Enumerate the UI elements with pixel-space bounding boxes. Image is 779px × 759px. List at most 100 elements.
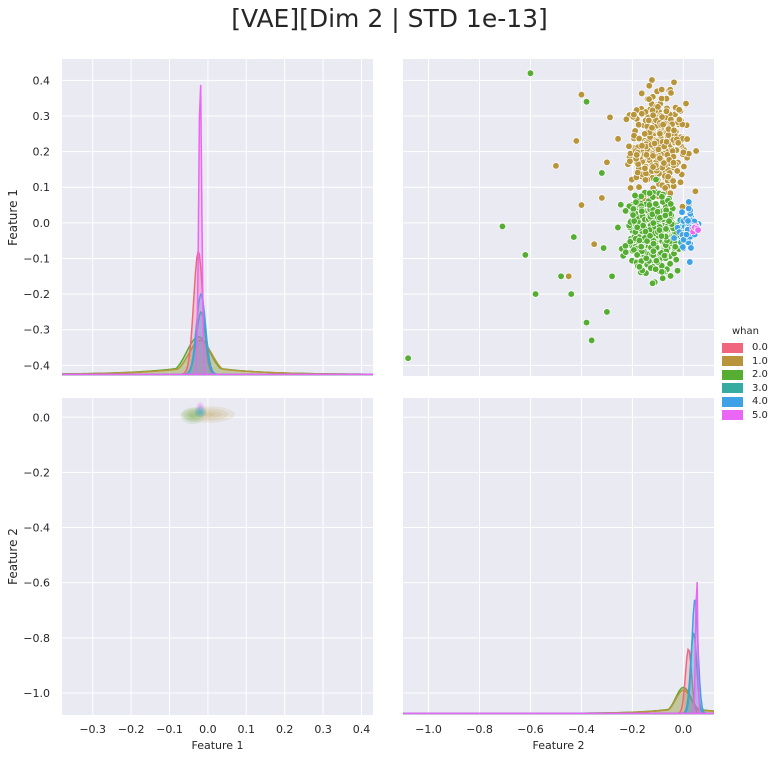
scatter-point — [626, 237, 634, 246]
legend-swatch — [722, 369, 743, 380]
kde-contour-2.0 — [186, 411, 199, 421]
scatter-point — [637, 192, 645, 200]
scatter-point — [590, 240, 598, 248]
scatter-point — [682, 99, 690, 108]
scatter-point — [645, 116, 653, 125]
scatter-point — [626, 184, 635, 192]
scatter-point — [651, 265, 660, 273]
legend-swatch — [722, 342, 743, 353]
x-tick-label: 0.0 — [675, 723, 693, 736]
scatter-point — [582, 318, 591, 327]
scatter-point — [658, 268, 666, 276]
scatter-point — [526, 69, 535, 77]
panel-background — [62, 398, 373, 715]
scatter-point — [692, 147, 700, 155]
legend-title: whan — [732, 326, 759, 337]
scatter-point — [632, 198, 640, 206]
scatter-point — [674, 139, 682, 147]
panel-3 — [62, 398, 373, 715]
y-tick-label: −0.4 — [23, 359, 50, 372]
x-tick-label: −0.4 — [568, 723, 595, 736]
scatter-point — [672, 256, 680, 264]
scatter-point — [565, 272, 573, 280]
kde-contour-1.0 — [194, 410, 222, 419]
scatter-point — [660, 252, 669, 260]
scatter-point — [669, 177, 677, 185]
legend-entry: 4.0 — [722, 395, 768, 409]
scatter-point — [598, 169, 606, 177]
y-tick-label: 0.0 — [33, 411, 51, 424]
scatter-point — [649, 240, 658, 248]
scatter-point — [667, 200, 675, 208]
scatter-point — [645, 95, 653, 103]
x-tick-label: 0.1 — [238, 723, 256, 736]
scatter-point — [614, 223, 622, 232]
scatter-point — [641, 164, 649, 172]
scatter-point — [629, 205, 637, 213]
y-tick-label: −0.3 — [23, 324, 50, 337]
kde-contour-3.0 — [194, 406, 206, 418]
scatter-point — [649, 247, 658, 255]
x-tick-label: 0.3 — [314, 723, 332, 736]
scatter-point — [645, 201, 654, 209]
scatter-point — [634, 121, 643, 129]
scatter-point — [557, 272, 565, 280]
panel-background — [62, 59, 373, 376]
scatter-point — [670, 126, 678, 135]
scatter-point — [680, 162, 688, 171]
scatter-point — [570, 233, 578, 241]
x-axis-label: Feature 1 — [191, 739, 243, 752]
marks — [404, 69, 703, 362]
kde-contour-4.0 — [197, 409, 204, 415]
scatter-point — [599, 244, 608, 252]
scatter-point — [685, 204, 693, 213]
scatter-point — [666, 260, 674, 268]
scatter-point — [614, 135, 622, 143]
scatter-point — [634, 168, 642, 177]
scatter-point — [649, 163, 657, 171]
scatter-point — [606, 113, 614, 122]
x-tick-label: 0.4 — [353, 723, 371, 736]
kde-contour-2.0 — [181, 407, 205, 425]
scatter-point — [682, 230, 691, 239]
scatter-point — [638, 110, 646, 118]
scatter-point — [694, 226, 702, 234]
scatter-point — [631, 191, 639, 200]
scatter-point — [603, 308, 611, 316]
scatter-point — [683, 135, 691, 143]
scatter-point — [633, 223, 641, 231]
marks — [181, 402, 235, 425]
kde-contour-5.0 — [197, 403, 204, 410]
x-axis-label: Feature 2 — [532, 739, 584, 752]
panel-background — [403, 398, 714, 715]
scatter-point — [662, 138, 671, 146]
kde-contour-1.0 — [187, 408, 229, 421]
scatter-point — [587, 336, 596, 345]
legend: whan 0.0 1.0 2.0 3.0 4.0 5.0 — [722, 326, 768, 422]
scatter-point — [638, 89, 646, 98]
scatter-point — [652, 200, 660, 208]
legend-label: 2.0 — [752, 369, 768, 381]
scatter-point — [567, 290, 575, 298]
scatter-point — [654, 145, 663, 154]
legend-swatch — [722, 396, 743, 407]
kde-series-5.0 — [403, 582, 714, 715]
scatter-point — [598, 194, 606, 202]
x-tick-label: −0.8 — [466, 723, 493, 736]
scatter-point — [669, 159, 678, 167]
scatter-point — [621, 207, 630, 215]
kde-contour-5.0 — [196, 402, 205, 411]
scatter-point — [625, 142, 633, 150]
scatter-point — [664, 173, 672, 181]
scatter-point — [658, 85, 666, 94]
scatter-point — [661, 184, 669, 192]
scatter-point — [675, 115, 684, 124]
scatter-point — [656, 130, 664, 138]
scatter-point — [404, 354, 412, 362]
scatter-point — [645, 189, 654, 197]
x-tick-label: 0.0 — [199, 723, 217, 736]
scatter-point — [649, 219, 657, 227]
y-axis-label: Feature 2 — [6, 528, 20, 585]
y-tick-label: −1.0 — [23, 687, 50, 700]
scatter-point — [650, 139, 659, 148]
